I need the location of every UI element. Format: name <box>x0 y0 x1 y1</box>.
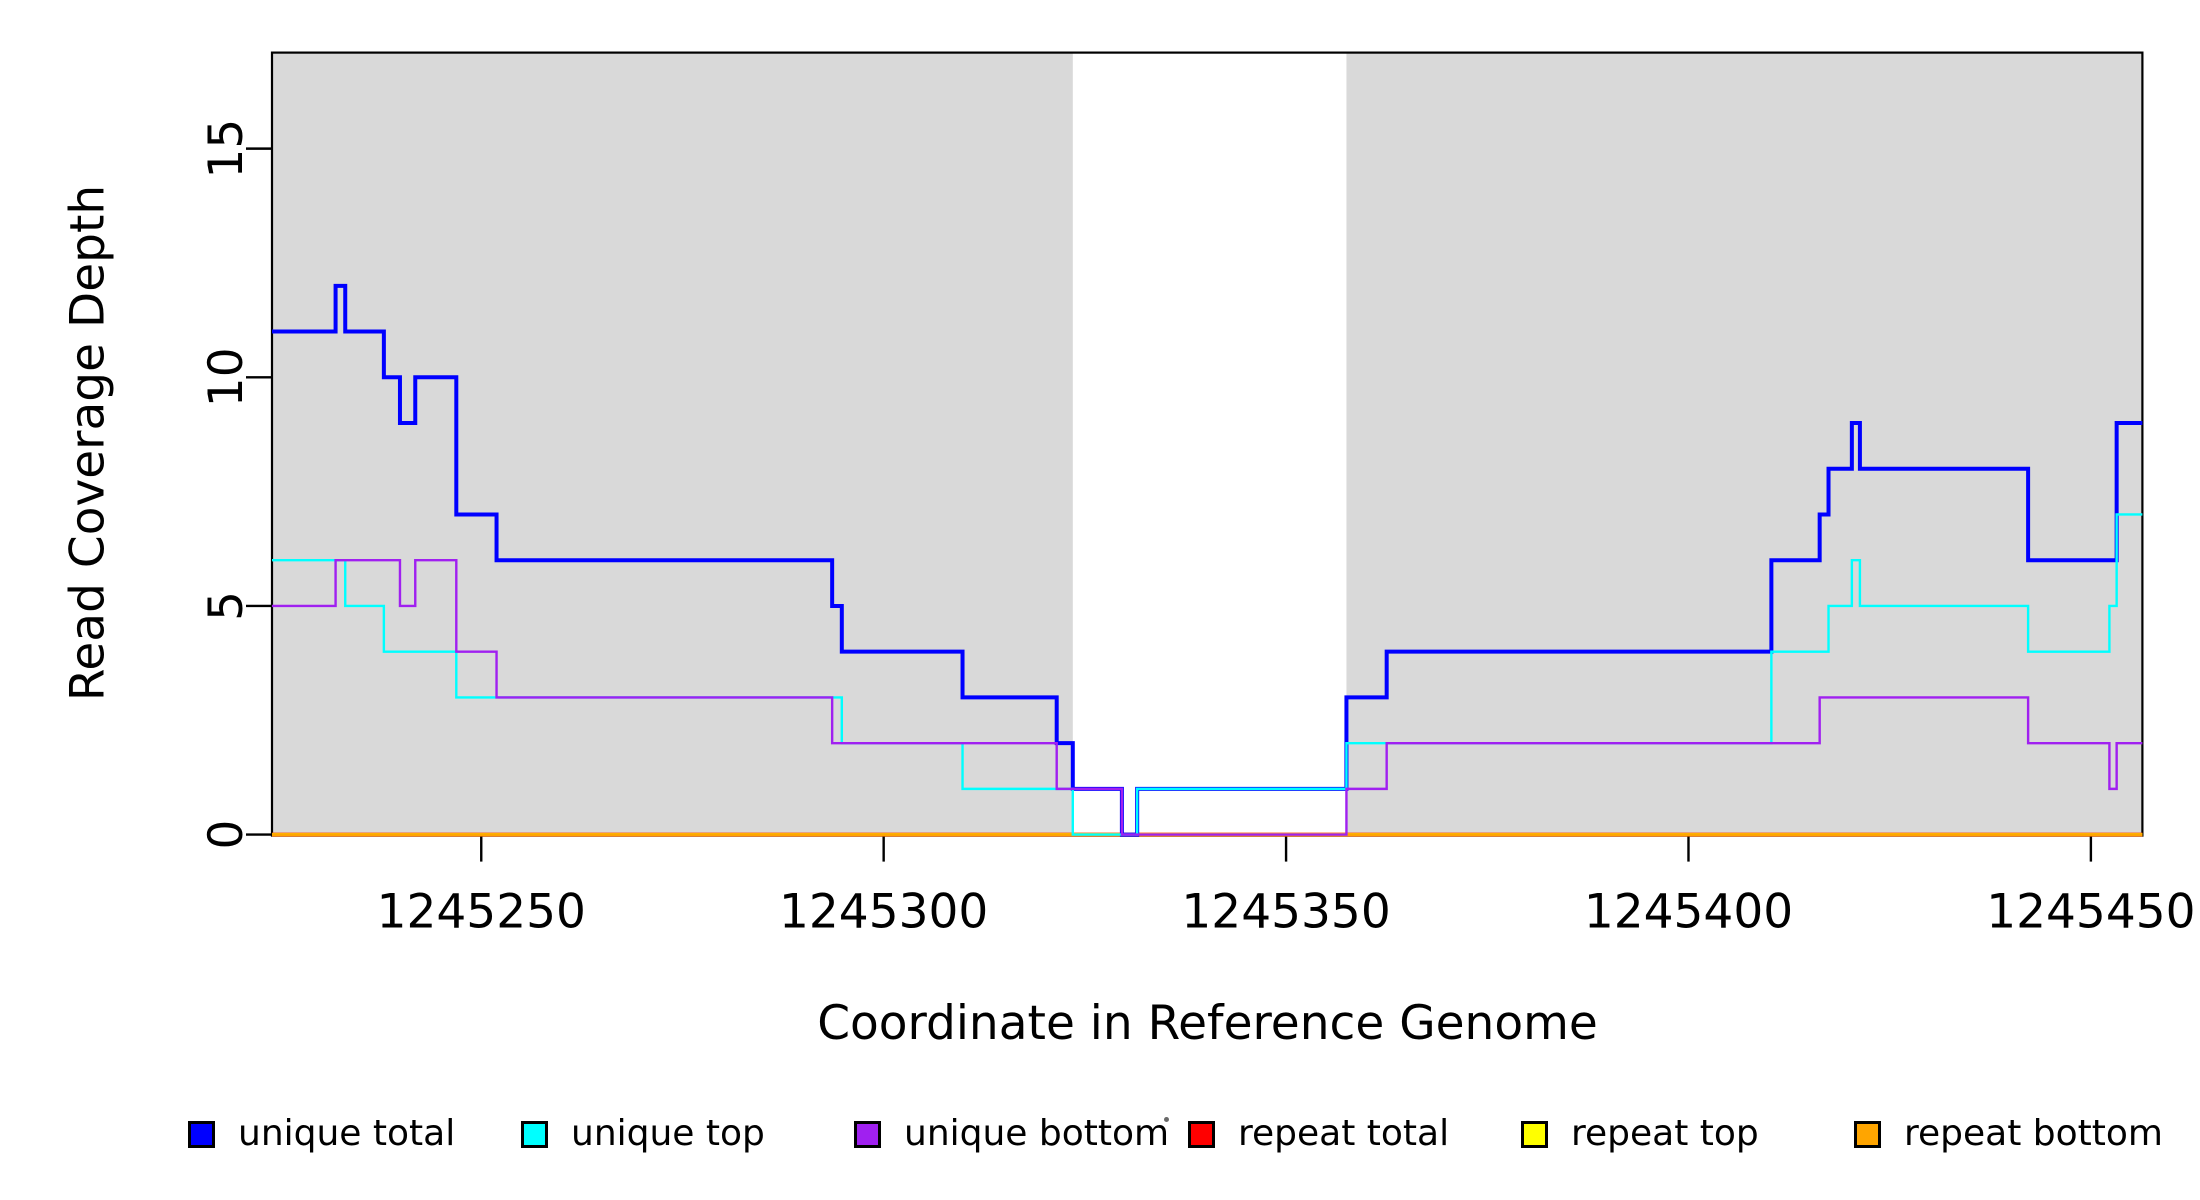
legend-item-label: unique top <box>571 1113 765 1154</box>
legend-item-unique-bottom: unique bottom <box>854 1112 1169 1156</box>
repeat-total-swatch-icon <box>1188 1120 1215 1148</box>
unique-bottom-swatch-icon <box>854 1120 881 1148</box>
x-tick-label: 1245300 <box>779 885 988 940</box>
series-unique-top <box>272 513 2143 836</box>
legend-item-repeat-top: repeat top <box>1521 1112 1759 1156</box>
x-tick-label: 1245400 <box>1584 885 1793 940</box>
legend-item-label: repeat total <box>1238 1113 1450 1154</box>
legend-item-repeat-total: repeat total <box>1188 1112 1449 1156</box>
unique-top-swatch-icon <box>521 1120 548 1148</box>
x-tick-label: 1245250 <box>377 885 586 940</box>
x-tick-label: 1245450 <box>1986 885 2195 940</box>
shaded-region <box>1346 52 2143 836</box>
legend-item-unique-total: unique total <box>188 1112 455 1156</box>
stray-mark <box>1164 1117 1169 1122</box>
legend-item-label: unique total <box>238 1113 456 1154</box>
repeat-bottom-swatch-icon <box>1854 1120 1881 1148</box>
y-tick-label: 0 <box>199 820 254 850</box>
y-tick-label: 5 <box>199 591 254 621</box>
series-unique-total <box>272 283 2143 837</box>
y-tick-label: 15 <box>199 119 254 179</box>
x-tick-label: 1245350 <box>1181 885 1390 940</box>
legend-item-repeat-bottom: repeat bottom <box>1854 1112 2163 1156</box>
legend-item-label: repeat top <box>1571 1113 1759 1154</box>
x-axis-title: Coordinate in Reference Genome <box>817 996 1598 1051</box>
y-axis-title: Read Coverage Depth <box>60 184 116 702</box>
legend-item-label: repeat bottom <box>1904 1113 2163 1154</box>
shaded-region <box>272 52 1073 836</box>
repeat-top-swatch-icon <box>1521 1120 1548 1148</box>
series-unique-bottom <box>272 559 2143 836</box>
legend-item-unique-top: unique top <box>521 1112 765 1156</box>
unique-total-swatch-icon <box>188 1120 215 1148</box>
y-tick-label: 10 <box>199 347 254 407</box>
legend-item-label: unique bottom <box>904 1113 1170 1154</box>
